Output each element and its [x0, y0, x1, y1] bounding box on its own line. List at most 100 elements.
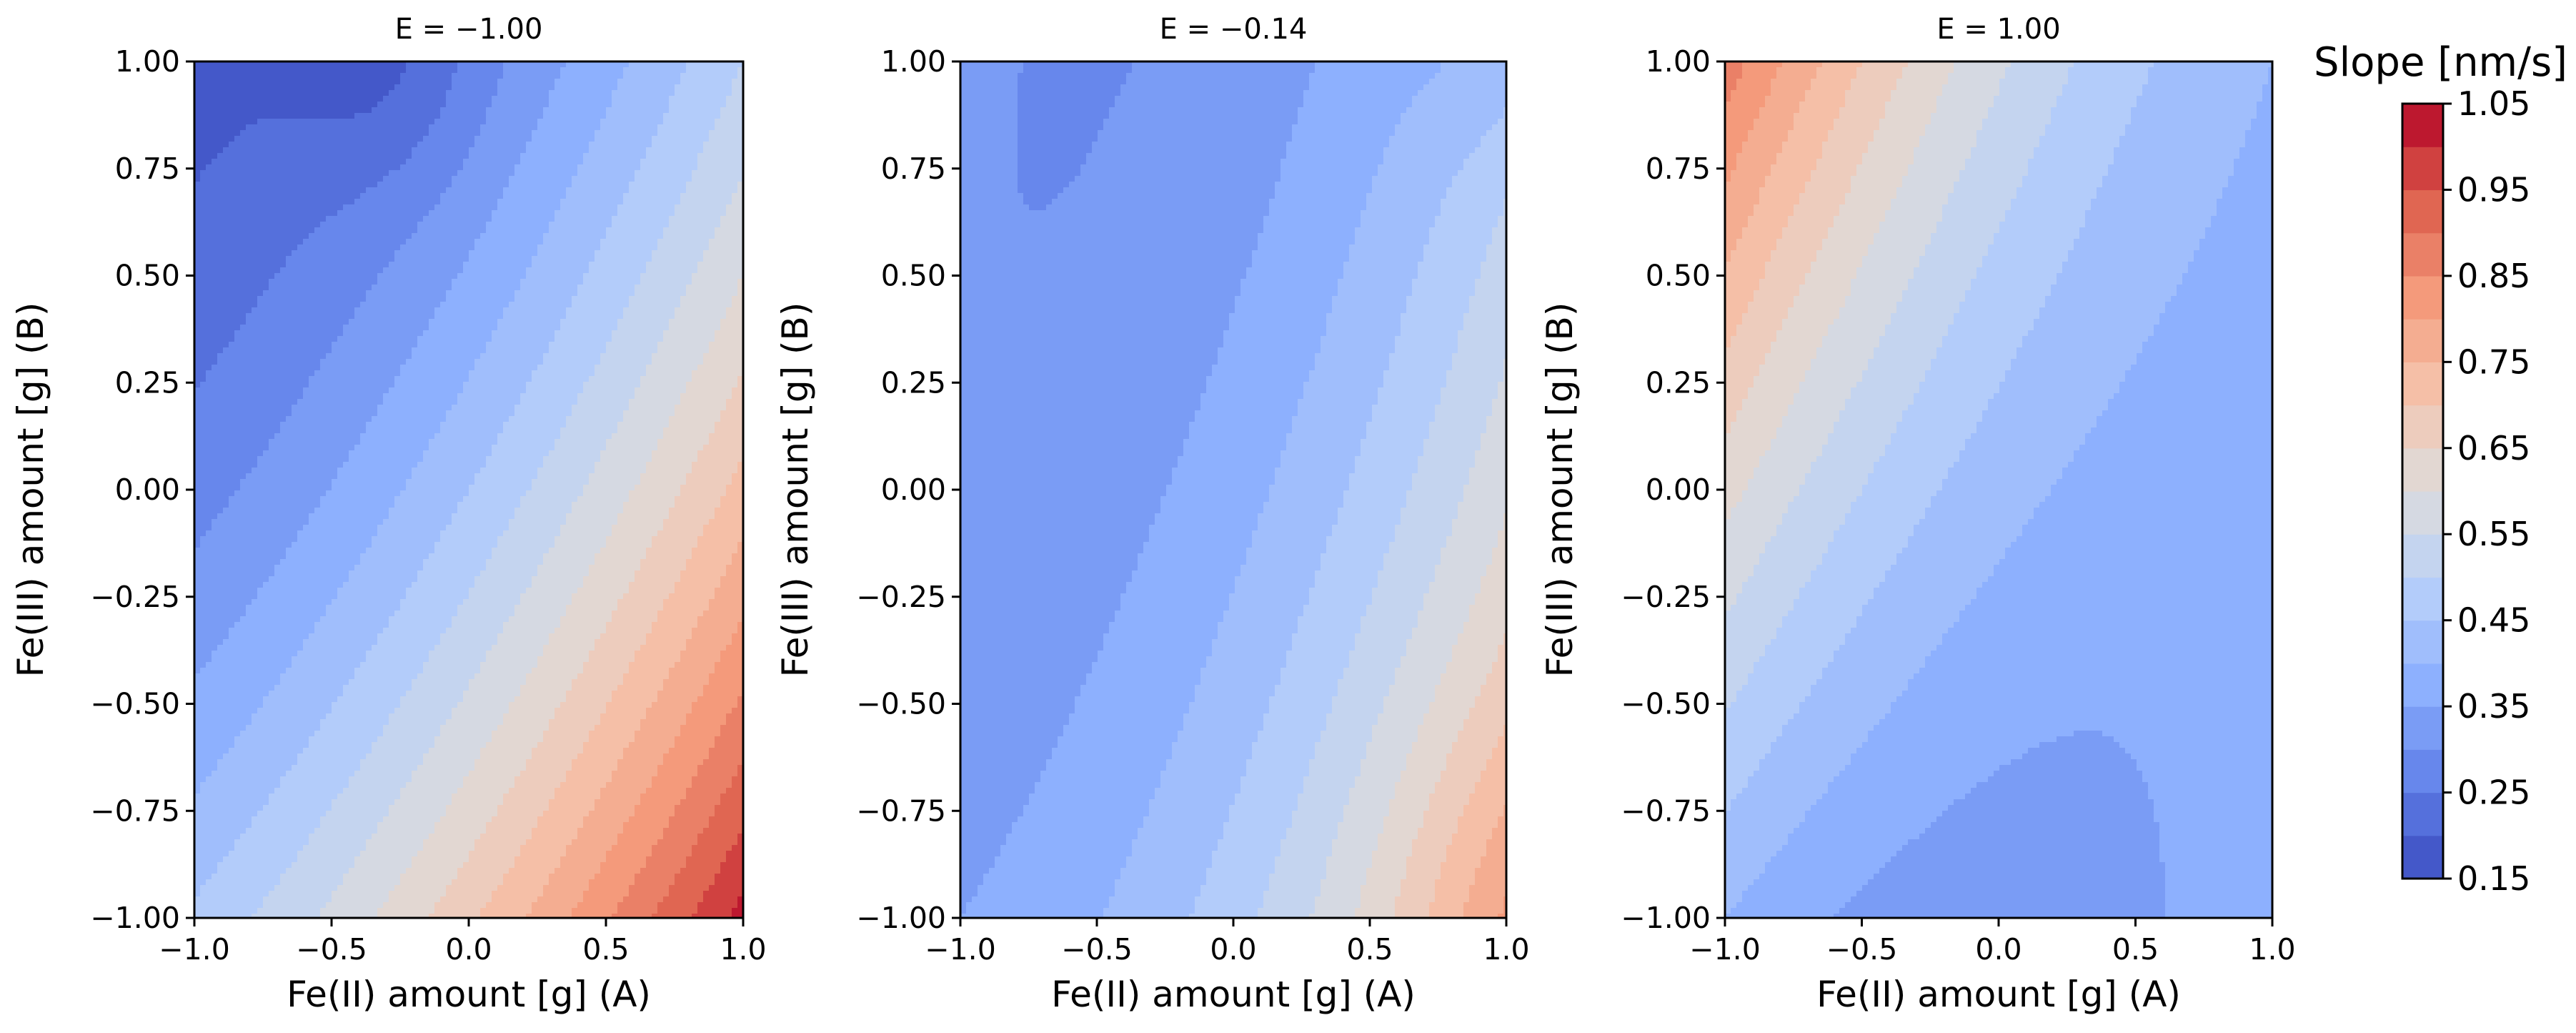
- contour-cell: [366, 227, 372, 234]
- contour-cell: [246, 142, 252, 148]
- contour-cell: [686, 107, 692, 114]
- contour-cell: [423, 285, 429, 291]
- contour-cell: [652, 273, 658, 280]
- contour-cell: [423, 170, 429, 177]
- contour-cell: [497, 222, 504, 228]
- contour-cell: [200, 227, 207, 234]
- contour-cell: [572, 79, 578, 85]
- contour-cell: [623, 267, 630, 274]
- contour-cell: [537, 256, 544, 262]
- contour-cell: [269, 353, 275, 360]
- contour-cell: [543, 330, 549, 337]
- contour-cell: [234, 130, 241, 137]
- contour-cell: [737, 199, 743, 205]
- contour-cell: [623, 353, 630, 360]
- contour-cell: [343, 347, 349, 354]
- contour-cell: [572, 290, 578, 297]
- contour-cell: [292, 330, 298, 337]
- contour-cell: [617, 147, 624, 154]
- contour-cell: [640, 342, 647, 348]
- contour-cell: [474, 222, 481, 228]
- contour-cell: [343, 119, 349, 125]
- contour-cell: [429, 90, 435, 97]
- contour-cell: [280, 313, 287, 320]
- contour-cell: [223, 347, 229, 354]
- contour-cell: [726, 147, 732, 154]
- contour-cell: [377, 204, 384, 211]
- contour-cell: [480, 61, 487, 68]
- contour-cell: [372, 273, 378, 280]
- contour-cell: [463, 113, 469, 119]
- contour-cell: [354, 216, 361, 222]
- contour-cell: [354, 227, 361, 234]
- contour-cell: [566, 159, 572, 165]
- contour-cell: [240, 102, 247, 108]
- contour-cell: [400, 353, 407, 360]
- contour-cell: [463, 79, 469, 85]
- contour-cell: [606, 102, 612, 108]
- contour-cell: [686, 84, 692, 91]
- contour-cell: [194, 182, 201, 188]
- contour-cell: [617, 319, 624, 325]
- contour-cell: [640, 67, 647, 74]
- contour-cell: [646, 159, 652, 165]
- contour-cell: [612, 353, 618, 360]
- contour-cell: [663, 107, 670, 114]
- contour-cell: [337, 124, 344, 131]
- contour-cell: [623, 119, 630, 125]
- contour-cell: [246, 244, 252, 251]
- contour-cell: [389, 285, 395, 291]
- contour-cell: [657, 90, 664, 97]
- contour-cell: [612, 153, 618, 159]
- contour-cell: [555, 302, 561, 308]
- contour-cell: [537, 273, 544, 280]
- contour-cell: [246, 79, 252, 85]
- contour-cell: [280, 124, 287, 131]
- contour-cell: [332, 147, 338, 154]
- contour-cell: [652, 67, 658, 74]
- contour-cell: [720, 164, 727, 171]
- contour-cell: [229, 353, 235, 360]
- contour-cell: [652, 342, 658, 348]
- contour-cell: [532, 113, 538, 119]
- contour-cell: [503, 342, 509, 348]
- contour-cell: [377, 84, 384, 91]
- contour-cell: [217, 313, 224, 320]
- contour-cell: [509, 187, 515, 194]
- contour-cell: [406, 102, 412, 108]
- contour-cell: [274, 302, 281, 308]
- contour-cell: [623, 193, 630, 199]
- contour-cell: [532, 119, 538, 125]
- contour-cell: [675, 136, 681, 142]
- contour-cell: [292, 153, 298, 159]
- contour-cell: [635, 61, 641, 68]
- contour-cell: [497, 182, 504, 188]
- contour-cell: [229, 199, 235, 205]
- contour-cell: [572, 319, 578, 325]
- contour-cell: [217, 124, 224, 131]
- contour-cell: [257, 239, 264, 245]
- contour-cell: [715, 244, 721, 251]
- contour-cell: [640, 336, 647, 342]
- contour-cell: [640, 147, 647, 154]
- contour-cell: [486, 142, 492, 148]
- contour-cell: [246, 124, 252, 131]
- contour-cell: [240, 285, 247, 291]
- contour-cell: [360, 204, 367, 211]
- contour-cell: [303, 336, 309, 342]
- contour-cell: [492, 244, 498, 251]
- contour-cell: [583, 61, 590, 68]
- contour-cell: [326, 250, 332, 257]
- contour-cell: [509, 319, 515, 325]
- contour-cell: [492, 61, 498, 68]
- contour-cell: [589, 244, 595, 251]
- contour-cell: [583, 67, 590, 74]
- contour-cell: [280, 302, 287, 308]
- contour-cell: [372, 124, 378, 131]
- contour-cell: [600, 84, 607, 91]
- contour-cell: [555, 102, 561, 108]
- contour-cell: [629, 342, 635, 348]
- contour-cell: [663, 187, 670, 194]
- contour-cell: [446, 262, 452, 268]
- contour-cell: [354, 119, 361, 125]
